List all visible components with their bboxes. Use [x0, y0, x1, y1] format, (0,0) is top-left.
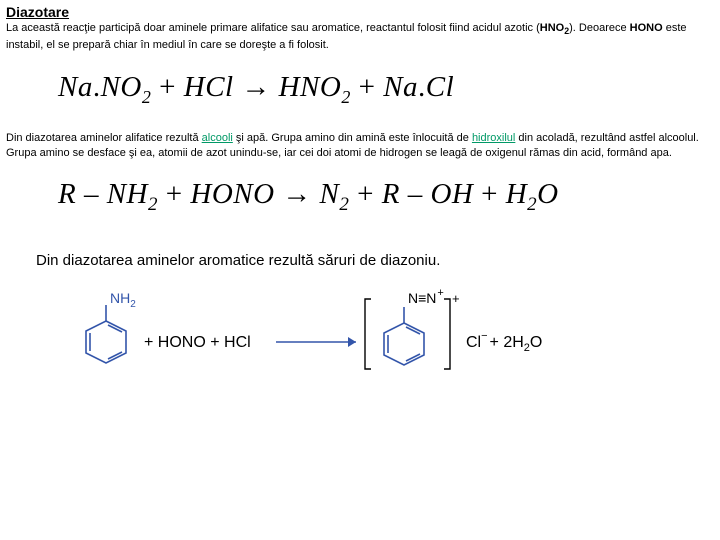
eq1-cl: Cl: [426, 71, 454, 103]
eq2-dash2: –: [400, 178, 431, 210]
aromatic-sentence: Din diazotarea aminelor aromatice rezult…: [6, 238, 714, 275]
scheme-tail: Cl−+ 2H2O: [466, 330, 542, 354]
eq2-plus1: +: [158, 178, 190, 210]
eq2-s2a: 2: [148, 194, 158, 215]
section-title: Diazotare: [6, 4, 714, 20]
eq2-arrow: →: [275, 178, 320, 210]
eq1-dot2: .: [418, 71, 426, 103]
eq1-hcl: HCl: [184, 71, 234, 103]
eq2-plus3: +: [473, 178, 505, 210]
scheme-bracket-plus: +: [452, 291, 460, 306]
eq2-s2b: 2: [339, 194, 349, 215]
mid-paragraph: Din diazotarea aminelor alifatice rezult…: [6, 131, 714, 161]
eq2-plus2: +: [349, 178, 381, 210]
reaction-scheme: NH2 + HONO + HCl + N≡N+ Cl−+ 2H2O: [6, 275, 714, 381]
eq1-sub2b: 2: [341, 87, 351, 107]
eq2-dash1: –: [76, 178, 107, 210]
eq1-dot1: .: [93, 71, 101, 103]
scheme-nh2: NH2: [110, 290, 136, 310]
link-hidroxilul[interactable]: hidroxilul: [472, 132, 515, 144]
eq2-r2: R: [382, 178, 400, 210]
eq1-arrow: →: [234, 71, 279, 103]
eq2-nh: NH: [107, 178, 148, 210]
eq1-plus1: +: [151, 71, 183, 103]
scheme-n3n: N≡N+: [408, 287, 444, 306]
eq2-hono: HONO: [190, 178, 274, 210]
eq2-o: O: [537, 178, 558, 210]
eq2-s2c: 2: [527, 194, 537, 215]
eq1-plus2: +: [351, 71, 383, 103]
eq2-n: N: [320, 178, 340, 210]
intro-paragraph: La această reacţie participă doar aminel…: [6, 21, 714, 53]
scheme-mid-text: + HONO + HCl: [144, 334, 251, 351]
eq2-r: R: [58, 178, 76, 210]
eq1-na: Na: [58, 71, 93, 103]
eq1-na2: Na: [383, 71, 418, 103]
eq2-oh: OH: [430, 178, 473, 210]
equation-1: Na.NO2 + HCl → HNO2 + Na.Cl: [6, 53, 714, 130]
eq1-hno: HNO: [279, 71, 342, 103]
intro-hno2: HNO: [540, 22, 564, 34]
eq1-sub2a: 2: [142, 87, 152, 107]
intro-text-1: La această reacţie participă doar aminel…: [6, 22, 540, 34]
mid-a: Din diazotarea aminelor alifatice rezult…: [6, 132, 202, 144]
eq2-h: H: [506, 178, 527, 210]
intro-hono: HONO: [630, 22, 663, 34]
mid-b: şi apă. Grupa amino din amină este înloc…: [233, 132, 472, 144]
equation-2: R – NH2 + HONO → N2 + R – OH + H2O: [6, 160, 714, 238]
eq1-no: NO: [101, 71, 142, 103]
intro-text-1b: ). Deoarece: [569, 22, 630, 34]
link-alcooli[interactable]: alcooli: [202, 132, 233, 144]
